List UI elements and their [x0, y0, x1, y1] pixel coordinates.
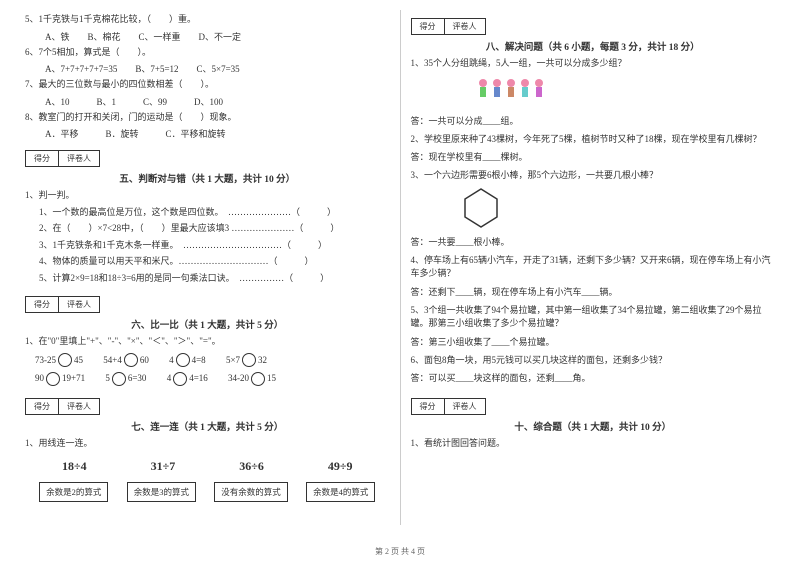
cmp-val: 6=30: [128, 373, 147, 383]
compare-head: 1、在"0"里填上"+"、"-"、"×"、"＜"、"＞"、"="。: [25, 335, 390, 349]
remainder-box-2: 余数是2的算式: [39, 482, 108, 502]
problem-1: 1、35个人分组跳绳，5人一组，一共可以分成多少组？: [411, 57, 776, 71]
connect-boxes: 余数是2的算式 余数是3的算式 没有余数的算式 余数是4的算式: [30, 482, 385, 502]
compare-row-2: 90 19+71 5 6=30 4 4=16 34-20 15: [25, 371, 390, 386]
grader-label: 评卷人: [59, 297, 99, 312]
circle-blank: [251, 372, 265, 386]
question-5: 5、1千克铁与1千克棉花比较，（ ）重。: [25, 13, 390, 27]
judge-4: 4、物体的质量可以用天平和米尺。…………………………（ ）: [25, 255, 390, 269]
grader-label: 评卷人: [445, 399, 485, 414]
grader-label: 评卷人: [445, 19, 485, 34]
circle-blank: [242, 353, 256, 367]
cmp-val: 45: [74, 355, 83, 365]
score-box-7: 得分 评卷人: [25, 398, 100, 415]
question-7-options: A、10 B、1 C、99 D、100: [25, 95, 390, 108]
circle-blank: [173, 372, 187, 386]
section-6-title: 六、比一比（共 1 大题，共计 5 分）: [25, 317, 390, 331]
section-7-title: 七、连一连（共 1 大题，共计 5 分）: [25, 419, 390, 433]
connect-head: 1、用线连一连。: [25, 437, 390, 451]
page-footer: 第 2 页 共 4 页: [0, 546, 800, 557]
problem-3-answer: 答：一共要____根小棒。: [411, 235, 776, 248]
connect-expressions: 18÷4 31÷7 36÷6 49÷9: [30, 459, 385, 474]
right-column: 得分 评卷人 八、解决问题（共 6 小题，每题 3 分，共计 18 分） 1、3…: [401, 10, 786, 525]
cmp-val: 5×7: [226, 355, 240, 365]
circle-blank: [112, 372, 126, 386]
cmp-val: 4=16: [189, 373, 208, 383]
cmp-val: 90: [35, 373, 44, 383]
grader-label: 评卷人: [59, 399, 99, 414]
problem-4-answer: 答：还剩下____辆，现在停车场上有小汽车____辆。: [411, 285, 776, 298]
remainder-box-4: 余数是4的算式: [306, 482, 375, 502]
cmp-val: 54+4: [103, 355, 122, 365]
problem-2: 2、学校里原来种了43棵树，今年死了5棵，植树节时又种了18棵，现在学校里有几棵…: [411, 133, 776, 147]
cmp-val: 4=8: [192, 355, 206, 365]
page-container: 5、1千克铁与1千克棉花比较，（ ）重。 A、铁 B、棉花 C、一样重 D、不一…: [0, 0, 800, 525]
circle-blank: [124, 353, 138, 367]
judge-3: 3、1千克铁条和1千克木条一样重。 ……………………………（ ）: [25, 239, 390, 253]
score-box-10: 得分 评卷人: [411, 398, 486, 415]
cmp-val: 5: [105, 373, 110, 383]
problem-2-answer: 答：现在学校里有____棵树。: [411, 150, 776, 163]
cmp-val: 19+71: [62, 373, 85, 383]
remainder-box-none: 没有余数的算式: [214, 482, 288, 502]
compare-row-1: 73-25 45 54+4 60 4 4=8 5×7 32: [25, 353, 390, 368]
question-8-options: A．平移 B．旋转 C．平移和旋转: [25, 127, 390, 140]
score-label: 得分: [26, 297, 59, 312]
kids-illustration-icon: [471, 75, 776, 110]
problem-5-answer: 答：第三小组收集了____个易拉罐。: [411, 335, 776, 348]
hexagon-icon: [461, 187, 776, 231]
judge-head: 1、判一判。: [25, 189, 390, 203]
circle-blank: [46, 372, 60, 386]
cmp-val: 4: [167, 373, 172, 383]
judge-1: 1、一个数的最高位是万位，这个数是四位数。 …………………（ ）: [25, 206, 390, 220]
problem-3: 3、一个六边形需要6根小棒，那5个六边形，一共要几根小棒？: [411, 169, 776, 183]
problem-6-answer: 答：可以买____块这样的面包，还剩____角。: [411, 371, 776, 384]
judge-2: 2、在（ ）×7<28中，（ ）里最大应该填3 …………………（ ）: [25, 222, 390, 236]
problem-6: 6、面包8角一块，用5元钱可以买几块这样的面包，还剩多少钱？: [411, 354, 776, 368]
comprehensive-1: 1、看统计图回答问题。: [411, 437, 776, 451]
score-label: 得分: [26, 399, 59, 414]
question-6-options: A、7+7+7+7+7=35 B、7+5=12 C、5×7=35: [25, 62, 390, 75]
circle-blank: [176, 353, 190, 367]
score-box-8: 得分 评卷人: [411, 18, 486, 35]
question-6: 6、7个5相加，算式是（ ）。: [25, 46, 390, 60]
cmp-val: 32: [258, 355, 267, 365]
cmp-val: 15: [267, 373, 276, 383]
score-label: 得分: [412, 399, 445, 414]
cmp-val: 34-20: [228, 373, 249, 383]
section-5-title: 五、判断对与错（共 1 大题，共计 10 分）: [25, 171, 390, 185]
remainder-box-3: 余数是3的算式: [127, 482, 196, 502]
score-label: 得分: [412, 19, 445, 34]
grader-label: 评卷人: [59, 151, 99, 166]
score-label: 得分: [26, 151, 59, 166]
score-box-5: 得分 评卷人: [25, 150, 100, 167]
judge-5: 5、计算2×9=18和18÷3=6用的是同一句乘法口诀。 ……………（ ）: [25, 272, 390, 286]
question-8: 8、教室门的打开和关闭，门的运动是（ ）现象。: [25, 111, 390, 125]
hexagon-shape: [465, 189, 497, 227]
section-8-title: 八、解决问题（共 6 小题，每题 3 分，共计 18 分）: [411, 39, 776, 53]
score-box-6: 得分 评卷人: [25, 296, 100, 313]
cmp-val: 4: [169, 355, 174, 365]
cmp-val: 73-25: [35, 355, 56, 365]
circle-blank: [58, 353, 72, 367]
cmp-val: 60: [140, 355, 149, 365]
expr-1: 18÷4: [62, 459, 87, 474]
problem-5: 5、3个组一共收集了94个易拉罐，其中第一组收集了34个易拉罐，第二组收集了29…: [411, 304, 776, 331]
problem-1-answer: 答：一共可以分成____组。: [411, 114, 776, 127]
expr-4: 49÷9: [328, 459, 353, 474]
question-5-options: A、铁 B、棉花 C、一样重 D、不一定: [25, 30, 390, 43]
expr-2: 31÷7: [151, 459, 176, 474]
left-column: 5、1千克铁与1千克棉花比较，（ ）重。 A、铁 B、棉花 C、一样重 D、不一…: [15, 10, 400, 525]
problem-4: 4、停车场上有65辆小汽车，开走了31辆，还剩下多少辆？又开来6辆，现在停车场上…: [411, 254, 776, 281]
question-7: 7、最大的三位数与最小的四位数相差（ ）。: [25, 78, 390, 92]
expr-3: 36÷6: [239, 459, 264, 474]
section-10-title: 十、综合题（共 1 大题，共计 10 分）: [411, 419, 776, 433]
